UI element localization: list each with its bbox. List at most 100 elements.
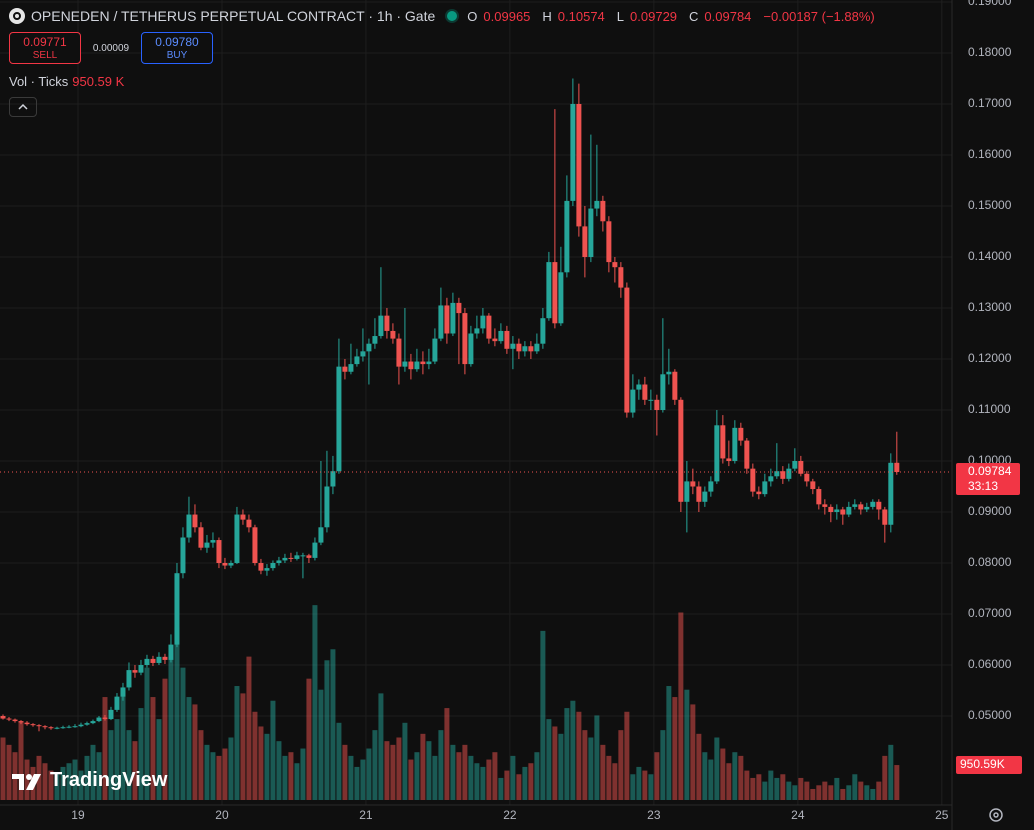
candle-body	[774, 471, 780, 477]
sell-label: SELL	[32, 50, 58, 61]
candle-body	[42, 726, 48, 728]
chevron	[18, 103, 28, 110]
symbol[interactable]: OPENEDEN / TETHERUS PERPETUAL CONTRACT ·…	[31, 8, 436, 24]
volume-bar	[336, 722, 342, 800]
brand-shape-3	[26, 773, 41, 790]
low-value: 0.09729	[630, 8, 678, 24]
market-status	[447, 11, 458, 21]
candle-body	[6, 718, 12, 720]
volume-bar	[24, 759, 30, 800]
candle-body	[282, 557, 288, 561]
volume-bar	[132, 741, 138, 800]
y-tick-label: 0.18000	[968, 45, 1012, 59]
grid	[0, 0, 952, 805]
volume-bar	[300, 748, 306, 800]
volume-bar	[402, 722, 408, 800]
candle-body	[654, 399, 660, 410]
volume-bar	[348, 755, 354, 800]
volume-bar	[726, 763, 732, 800]
candle-body	[822, 504, 828, 507]
y-tick-label: 0.07000	[968, 606, 1012, 620]
candle-body	[744, 440, 750, 469]
candle-body	[834, 509, 840, 512]
candle-body	[888, 462, 894, 525]
volume-bar	[660, 730, 666, 800]
volume-bar	[774, 777, 780, 800]
volume-bar	[234, 686, 240, 800]
volume-bar	[684, 689, 690, 800]
volume-bar	[264, 733, 270, 800]
volume-bar	[510, 755, 516, 800]
settings-icon[interactable]	[989, 808, 1003, 822]
buy-label: BUY	[166, 50, 188, 61]
volume-bar	[720, 748, 726, 800]
candle-body	[720, 425, 726, 459]
candle-body	[630, 389, 636, 413]
candle-body	[684, 481, 690, 502]
trade-panel: 0.09771 SELL 0.00009 0.09780 BUY	[9, 32, 213, 64]
candle-body	[708, 481, 714, 492]
buy-button[interactable]: 0.09780 BUY	[141, 32, 213, 64]
volume-bar	[858, 781, 864, 800]
candle-body	[618, 267, 624, 288]
brand-shape-1	[12, 773, 24, 790]
symbol-logo	[9, 8, 25, 24]
volume-bar	[114, 719, 120, 800]
candle-body	[372, 336, 378, 344]
candle-body	[450, 302, 456, 334]
volume-bar	[366, 748, 372, 800]
volume-bar	[480, 766, 486, 800]
candle-body	[348, 364, 354, 372]
volume-bar	[822, 781, 828, 800]
brand-shape-2	[26, 773, 32, 780]
candles	[0, 78, 952, 732]
candle-body	[678, 399, 684, 502]
candle-body	[732, 427, 738, 461]
volume-bar	[456, 752, 462, 800]
candle-body	[288, 557, 294, 559]
volume-bar	[162, 678, 168, 800]
candle-body	[594, 200, 600, 209]
volume-bar	[768, 770, 774, 800]
volume-bar	[252, 711, 258, 800]
candle-body	[12, 719, 18, 722]
volume-bar	[894, 765, 900, 800]
candle-body	[726, 458, 732, 461]
candle-body	[192, 514, 198, 528]
close-key: C	[689, 8, 699, 24]
candle-body	[318, 527, 324, 543]
candle-body	[384, 315, 390, 331]
sell-button[interactable]: 0.09771 SELL	[9, 32, 81, 64]
volume-bar	[750, 777, 756, 800]
volume-bar	[240, 693, 246, 800]
collapse-button[interactable]	[9, 97, 37, 117]
header: OPENEDEN / TETHERUS PERPETUAL CONTRACT ·…	[9, 6, 881, 26]
volume-bar	[138, 708, 144, 800]
candle-body	[798, 460, 804, 474]
volume-bar	[168, 652, 174, 800]
change: −0.00187 (−1.88%)	[763, 8, 875, 24]
candle-body	[564, 200, 570, 273]
volume-bar	[606, 755, 612, 800]
volume-bar	[60, 766, 66, 800]
y-tick-label: 0.06000	[968, 657, 1012, 671]
volume-bar	[588, 737, 594, 800]
collapse-icon	[18, 103, 28, 110]
y-tick-label: 0.11000	[968, 402, 1011, 416]
volume-bar	[558, 733, 564, 800]
high-value: 0.10574	[557, 8, 605, 24]
candle-body	[132, 670, 138, 673]
last-price-box	[956, 463, 1020, 496]
x-tick-label: 24	[791, 808, 805, 822]
volume-bar	[756, 774, 762, 800]
volume-bar	[738, 755, 744, 800]
volume-bar	[834, 777, 840, 800]
volume-bar	[426, 741, 432, 800]
volume-bar	[552, 726, 558, 800]
candle-body	[408, 361, 414, 370]
volume-bar	[576, 711, 582, 800]
candle-body	[480, 315, 486, 329]
volume-bar	[444, 708, 450, 800]
volume-bar	[66, 763, 72, 800]
volume-bar	[108, 730, 114, 800]
